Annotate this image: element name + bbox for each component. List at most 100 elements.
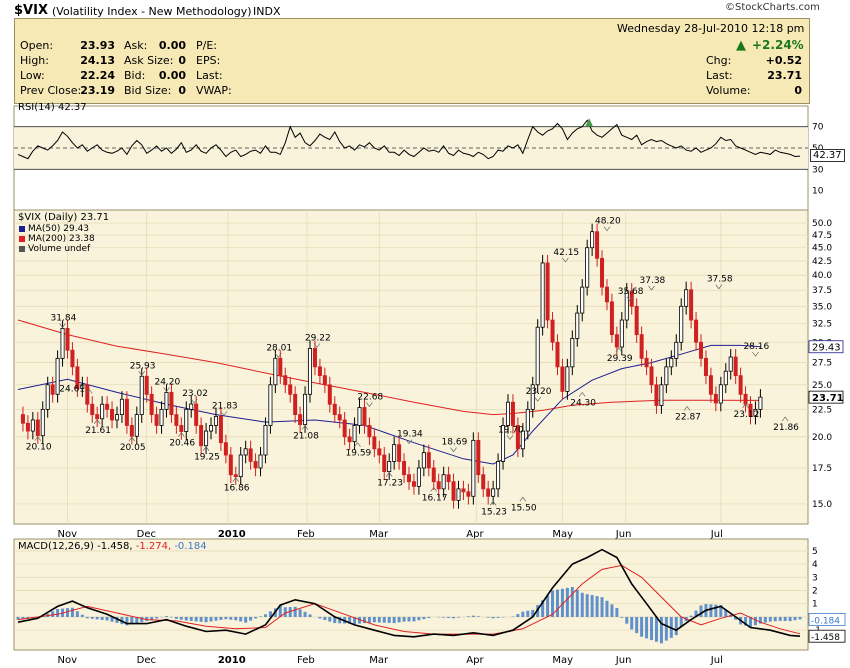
macd-histogram-bar (90, 616, 94, 619)
macd-histogram-bar (348, 616, 352, 624)
stat-ask-size: Ask Size: 0 (124, 54, 186, 69)
stat-value: 0 (178, 84, 186, 97)
macd-histogram-bar (353, 616, 357, 624)
candle-body (609, 301, 614, 336)
macd-histogram-bar (372, 616, 376, 623)
candle-body (694, 319, 699, 343)
stat-eps: EPS: (196, 54, 221, 67)
macd-tick-label: 3 (812, 573, 818, 583)
candle-body (491, 488, 496, 497)
quote-panel-bg (15, 19, 809, 103)
annotation-pointer (138, 371, 146, 376)
annotation-pointer (781, 416, 789, 422)
macd-histogram-bar (249, 616, 253, 621)
macd-histogram-bar (580, 592, 584, 617)
annotation-pointer (562, 257, 569, 263)
macd-histogram-bar (407, 616, 411, 622)
stat-label: Ask: (124, 39, 148, 52)
candle-body (139, 375, 144, 415)
candle-body (169, 391, 174, 415)
price-annotation: 16.86 (224, 484, 250, 494)
macd-month-label: 2010 (218, 655, 246, 666)
candle-body (110, 408, 115, 421)
candle-body (154, 414, 159, 426)
price-annotation: 31.84 (51, 313, 77, 323)
candle-body (708, 375, 713, 395)
candle-body (134, 414, 139, 437)
macd-histogram-bar (254, 616, 258, 619)
macd-histogram-bar (169, 616, 173, 618)
candle-body (738, 375, 743, 395)
macd-histogram-bar (783, 616, 787, 621)
candle-body (446, 474, 451, 483)
price-annotation: 20.10 (26, 443, 52, 453)
macd-histogram-bar (585, 594, 589, 617)
rsi-line (17, 119, 801, 160)
price-annotation: 21.61 (85, 426, 111, 436)
macd-histogram-bar (229, 616, 233, 620)
candle-body (387, 460, 392, 472)
candle-body (60, 327, 65, 359)
macd-histogram-bar (85, 616, 89, 619)
candle-body (342, 419, 347, 438)
candle-body (649, 366, 654, 386)
candle-body (515, 425, 520, 450)
macd-tick-label: 2 (812, 587, 818, 597)
candle-body (743, 393, 748, 405)
macd-current-box (808, 612, 846, 626)
macd-histogram-bar (51, 611, 55, 617)
macd-histogram-bar (526, 610, 530, 617)
candle-body (416, 467, 421, 487)
candle-body (510, 401, 515, 426)
macd-histogram-bar (194, 616, 198, 622)
price-month-label: Feb (297, 529, 315, 540)
price-current-label: 29.43 (812, 343, 841, 354)
macd-histogram-bar (70, 607, 74, 617)
candle-body (312, 348, 317, 368)
macd-histogram-bar (788, 616, 792, 622)
macd-current-label: -1.458 (811, 633, 840, 643)
stat-bid-size: Bid Size: 0 (124, 84, 186, 99)
candle-body (654, 384, 659, 406)
macd-histogram-bar (179, 616, 183, 620)
candle-body (184, 408, 189, 432)
macd-histogram-bar (189, 616, 193, 621)
candle-body (327, 384, 332, 405)
macd-histogram-bar (65, 608, 69, 617)
macd-histogram-bar (110, 616, 114, 622)
candle-body (411, 481, 416, 487)
candle-body (481, 474, 486, 490)
candle-body (545, 262, 550, 321)
price-tick-label: 40.0 (812, 271, 832, 281)
candle-body (114, 414, 119, 421)
candle-body (436, 481, 441, 490)
stat-label: Bid: (124, 69, 146, 82)
macd-histogram-bar (209, 616, 213, 622)
macd-histogram-bar (367, 616, 371, 623)
candle-body (357, 407, 362, 426)
price-tick-label: 35.0 (812, 302, 832, 312)
macd-histogram-bar (362, 616, 366, 624)
price-annotation: 29.22 (305, 333, 331, 343)
macd-histogram-bar (382, 616, 386, 623)
candle-body (520, 430, 525, 450)
candle-body (283, 375, 288, 386)
candle-body (144, 375, 149, 395)
candle-body (659, 384, 664, 406)
price-annotation: 23.20 (526, 387, 552, 397)
candle-body (268, 384, 273, 426)
macd-histogram-bar (699, 605, 703, 617)
legend-ma50: MA(50) 29.43 (28, 224, 90, 234)
macd-histogram-bar (541, 600, 545, 617)
candle-body (669, 357, 674, 368)
annotation-pointer (626, 296, 634, 302)
candle-body (100, 403, 105, 420)
macd-histogram-bar (709, 604, 713, 617)
candle-body (377, 448, 382, 456)
candle-body (505, 401, 510, 426)
change-percent: +2.24% (752, 38, 804, 52)
stat-value: 24.13 (80, 54, 115, 67)
macd-tick-label: 5 (812, 547, 818, 557)
price-tick-label: 20.0 (812, 433, 832, 443)
candle-body (476, 439, 481, 476)
